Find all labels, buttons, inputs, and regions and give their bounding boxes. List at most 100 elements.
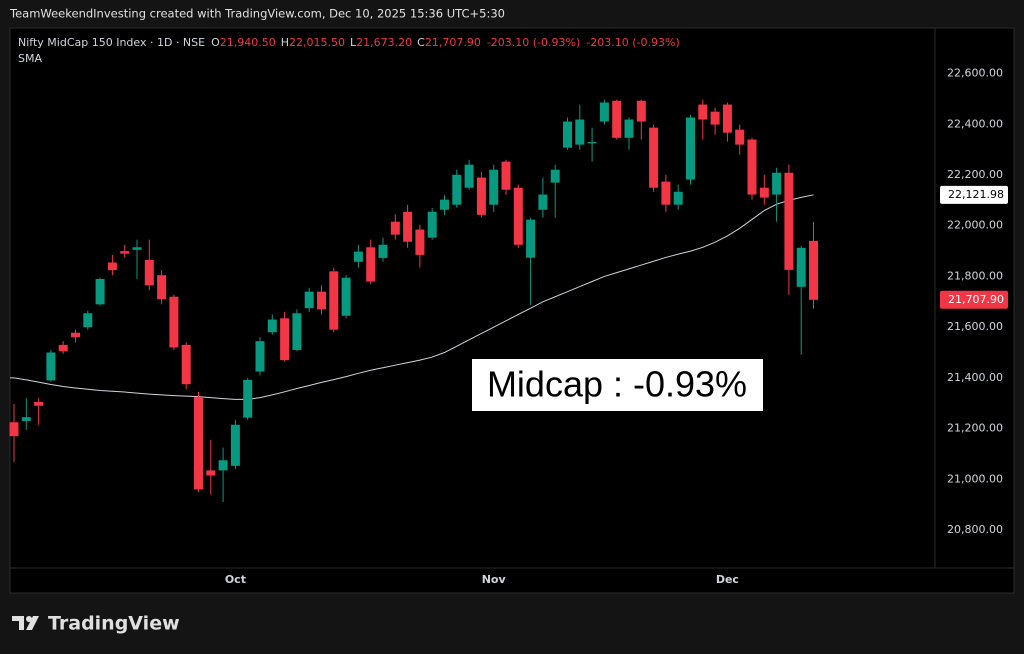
candle-body: [415, 229, 425, 255]
logo-text: TradingView: [48, 613, 180, 635]
price-tag: [940, 290, 1008, 309]
candle-body: [476, 177, 486, 215]
header: TeamWeekendInvesting created with Tradin…: [9, 7, 505, 21]
candle-body: [34, 401, 44, 406]
candle-body: [550, 169, 560, 183]
candle-body: [784, 172, 794, 270]
candle-body: [710, 111, 720, 125]
candle-body: [809, 240, 818, 300]
candle-body: [526, 219, 536, 258]
candle-body: [83, 313, 93, 328]
candle-body: [513, 187, 523, 245]
legend-value: 21,673.20: [356, 36, 412, 49]
candle-body: [107, 262, 117, 271]
candle-body: [243, 379, 253, 418]
candle-body: [747, 139, 757, 195]
legend-key: C: [417, 36, 425, 49]
candle-body: [132, 247, 142, 250]
candle-body: [58, 344, 68, 352]
candle-body: [304, 291, 314, 309]
legend-value: 21,707.90: [425, 36, 481, 49]
candle-body: [366, 247, 376, 282]
candle-body: [722, 104, 732, 133]
logo-icon: [12, 616, 39, 630]
candle-body: [317, 291, 326, 310]
y-tick-label: 22,400.00: [947, 117, 1003, 130]
candle-body: [440, 199, 449, 210]
candle-body: [563, 121, 572, 148]
candle-body: [489, 169, 499, 205]
candle-body: [292, 313, 302, 350]
candle-body: [194, 396, 203, 490]
candle-body: [575, 119, 585, 145]
candle-body: [9, 422, 19, 437]
sma-line: [10, 194, 814, 400]
y-tick-label: 20,800.00: [947, 523, 1003, 536]
y-tick-label: 22,600.00: [947, 67, 1003, 80]
candle-body: [673, 191, 683, 205]
candle-body: [686, 117, 695, 180]
candle-body: [649, 127, 659, 188]
candle-body: [378, 244, 388, 258]
candle-body: [452, 174, 462, 205]
candle-body: [501, 161, 511, 190]
candle-body: [427, 211, 437, 238]
candle-body: [46, 352, 56, 381]
legend-key: H: [281, 36, 289, 49]
candle-body: [403, 211, 413, 242]
x-tick-label: Nov: [482, 573, 507, 586]
candle-body: [624, 119, 634, 138]
candle-body: [538, 194, 548, 210]
annotation: Midcap : -0.93%: [487, 364, 747, 405]
candle-body: [612, 100, 622, 138]
legend-value: 22,015.50: [289, 36, 345, 49]
candle-body: [120, 251, 130, 254]
y-tick-label: 21,000.00: [947, 472, 1003, 485]
candle-body: [267, 319, 277, 333]
y-tick-label: 22,200.00: [947, 168, 1003, 181]
candle-body: [95, 278, 105, 305]
legend-value: 21,940.50: [220, 36, 276, 49]
candle-body: [796, 247, 806, 287]
price-tag: [940, 185, 1008, 204]
candle-body: [218, 460, 228, 471]
x-tick-label: Oct: [225, 573, 246, 586]
candle-body: [661, 181, 671, 205]
candle-body: [255, 341, 265, 372]
candle-body: [280, 318, 290, 361]
candle-body: [636, 100, 646, 122]
chart-frame: [9, 27, 1015, 594]
candle-body: [587, 142, 597, 144]
legend-key: O: [211, 36, 220, 49]
price-tag-label: 21,707.90: [948, 293, 1004, 306]
legend-sma: SMA: [18, 52, 42, 65]
y-tick-label: 21,800.00: [947, 269, 1003, 282]
legend-change: -203.10 (-0.93%): [586, 36, 679, 49]
legend-values: O21,940.50 H22,015.50 L21,673.20 C21,707.90…: [211, 36, 680, 49]
y-tick-label: 22,000.00: [947, 219, 1003, 232]
candle-body: [735, 129, 745, 145]
x-tick-label: Dec: [716, 573, 739, 586]
y-tick-label: 21,200.00: [947, 422, 1003, 435]
logo: [12, 616, 39, 630]
candle-body: [144, 259, 154, 286]
candle-body: [230, 424, 240, 466]
candle-body: [464, 164, 474, 188]
legend-change: -203.10 (-0.93%): [487, 36, 580, 49]
legend-symbol: Nifty MidCap 150 Index · 1D · NSE: [18, 36, 205, 49]
candle-body: [390, 221, 400, 235]
candle-body: [698, 104, 708, 120]
candle-body: [71, 332, 80, 338]
annotation-box: [472, 359, 763, 411]
y-tick-label: 21,400.00: [947, 371, 1003, 384]
candle-body: [329, 271, 339, 330]
y-tick-label: 21,600.00: [947, 320, 1003, 333]
candle-body: [599, 102, 609, 122]
candle-body: [353, 251, 363, 262]
candle-body: [772, 172, 782, 195]
logo-icon: [26, 616, 32, 622]
legend-key: L: [350, 36, 357, 49]
price-tag-label: 22,121.98: [948, 188, 1004, 201]
